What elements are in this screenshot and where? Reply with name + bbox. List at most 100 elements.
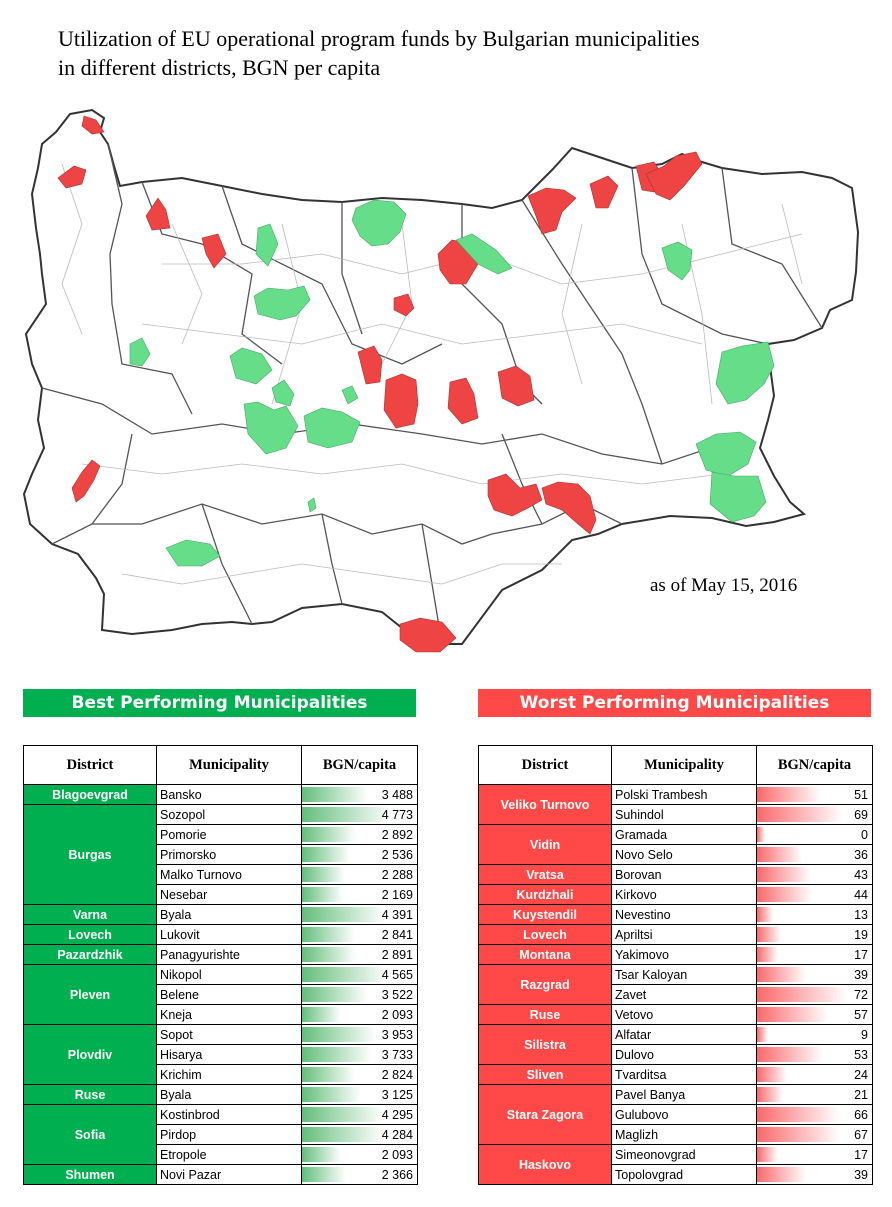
value-bar xyxy=(757,1047,824,1062)
value-label: 67 xyxy=(854,1127,868,1142)
table-row: Pirdop 4 284 xyxy=(24,1124,418,1145)
table-row: Lovech Apriltsi 19 xyxy=(478,924,873,945)
table-row: Razgrad Tsar Kaloyan 39 xyxy=(478,964,873,1005)
map-region-gulubovo xyxy=(487,473,543,517)
value-label: 0 xyxy=(861,827,868,842)
map-region-hisarya xyxy=(303,407,361,449)
map-title: Utilization of EU operational program fu… xyxy=(58,24,700,82)
municipality-cell: Byala xyxy=(156,1084,302,1105)
district-cell: Vratsa xyxy=(478,864,612,885)
map-region-lukovit xyxy=(253,285,311,321)
map-region-tsar-kaloyan xyxy=(527,187,577,235)
value-cell: 4 773 xyxy=(301,804,418,825)
value-cell: 17 xyxy=(756,944,873,965)
map-region-pirdop xyxy=(271,379,295,407)
col-district: District xyxy=(478,745,612,785)
value-label: 21 xyxy=(854,1087,868,1102)
map-region-etropole xyxy=(229,347,273,385)
value-cell: 4 391 xyxy=(301,904,418,925)
value-label: 44 xyxy=(854,887,868,902)
municipality-cell: Nikopol xyxy=(156,964,302,985)
district-cell: Vidin xyxy=(478,824,612,865)
col-bgn-capita: BGN/capita xyxy=(756,745,873,785)
municipality-cell: Pomorie xyxy=(156,824,302,845)
table-row: Kurdzhali Kirkovo 44 xyxy=(478,884,873,905)
map-region-gramada xyxy=(81,115,105,135)
col-district: District xyxy=(23,745,157,785)
value-label: 4 391 xyxy=(381,907,413,922)
municipality-cell: Malko Turnovo xyxy=(156,864,302,885)
value-label: 24 xyxy=(854,1067,868,1082)
value-bar xyxy=(757,1107,840,1122)
value-label: 2 892 xyxy=(381,827,413,842)
municipality-cell: Tsar Kaloyan xyxy=(611,964,757,985)
value-bar xyxy=(757,1147,779,1162)
value-label: 4 295 xyxy=(381,1107,413,1122)
table-row: Novo Selo 36 xyxy=(479,844,873,865)
value-bar xyxy=(302,1167,347,1182)
value-label: 3 953 xyxy=(381,1027,413,1042)
value-label: 4 284 xyxy=(381,1127,413,1142)
district-cell: Razgrad xyxy=(478,964,612,1005)
country-outline xyxy=(22,108,860,645)
table-row: Burgas Sozopol 4 773 xyxy=(23,804,418,905)
value-bar xyxy=(302,787,368,802)
value-cell: 67 xyxy=(756,1124,873,1145)
value-label: 2 366 xyxy=(381,1167,413,1182)
value-bar xyxy=(302,1147,342,1162)
value-label: 2 891 xyxy=(381,947,413,962)
table-row: Silistra Alfatar 9 xyxy=(478,1024,873,1065)
map-region-kostinbrod xyxy=(243,401,299,455)
value-label: 53 xyxy=(854,1047,868,1062)
district-cell: Shumen xyxy=(23,1164,157,1185)
value-bar xyxy=(757,1007,828,1022)
value-cell: 2 841 xyxy=(301,924,418,945)
map-region-bansko xyxy=(165,539,221,567)
map-region-maglizh xyxy=(447,377,479,425)
value-cell: 3 953 xyxy=(301,1024,418,1045)
municipality-cell: Krichim xyxy=(156,1064,302,1085)
table-row: Pomorie 2 892 xyxy=(24,824,418,845)
municipality-cell: Lukovit xyxy=(156,924,302,945)
table-row: Stara Zagora Pavel Banya 21 xyxy=(478,1084,873,1145)
col-bgn-capita: BGN/capita xyxy=(301,745,418,785)
value-bar xyxy=(302,987,369,1002)
value-cell: 66 xyxy=(756,1104,873,1125)
value-bar xyxy=(757,927,781,942)
value-bar xyxy=(302,847,350,862)
district-cell: Lovech xyxy=(478,924,612,945)
municipality-cell: Yakimovo xyxy=(611,944,757,965)
bulgaria-map xyxy=(22,108,860,653)
table-row: Shumen Novi Pazar 2 366 xyxy=(23,1164,418,1185)
municipality-cell: Sopot xyxy=(156,1024,302,1045)
map-region-apriltsi xyxy=(357,345,383,385)
municipality-cell: Novi Pazar xyxy=(156,1164,302,1185)
value-bar xyxy=(757,807,843,822)
district-cell: Sliven xyxy=(478,1064,612,1085)
map-region-kirkovo xyxy=(399,617,457,653)
municipality-cell: Vetovo xyxy=(611,1004,757,1025)
value-label: 69 xyxy=(854,807,868,822)
value-label: 66 xyxy=(854,1107,868,1122)
value-bar xyxy=(302,1047,373,1062)
table-row: Haskovo Simeonovgrad 17 xyxy=(478,1144,873,1185)
municipality-cell: Dulovo xyxy=(611,1044,757,1065)
district-cell: Haskovo xyxy=(478,1144,612,1185)
value-cell: 19 xyxy=(756,924,873,945)
value-bar xyxy=(302,867,345,882)
municipality-cell: Gulubovo xyxy=(611,1104,757,1125)
municipality-cell: Alfatar xyxy=(611,1024,757,1045)
map-region-simeonovgrad xyxy=(541,481,597,535)
table-row: Topolovgrad 39 xyxy=(479,1164,873,1185)
value-cell: 51 xyxy=(756,784,873,805)
map-region-krichim xyxy=(307,497,317,513)
value-bar xyxy=(302,1127,383,1142)
table-row: Sliven Tvarditsa 24 xyxy=(478,1064,873,1085)
table-row: Montana Yakimovo 17 xyxy=(478,944,873,965)
value-label: 3 522 xyxy=(381,987,413,1002)
municipality-cell: Pirdop xyxy=(156,1124,302,1145)
table-row: Ruse Byala 3 125 xyxy=(23,1084,418,1105)
value-cell: 39 xyxy=(756,964,873,985)
table-row: Plovdiv Sopot 3 953 xyxy=(23,1024,418,1085)
value-label: 17 xyxy=(854,947,868,962)
